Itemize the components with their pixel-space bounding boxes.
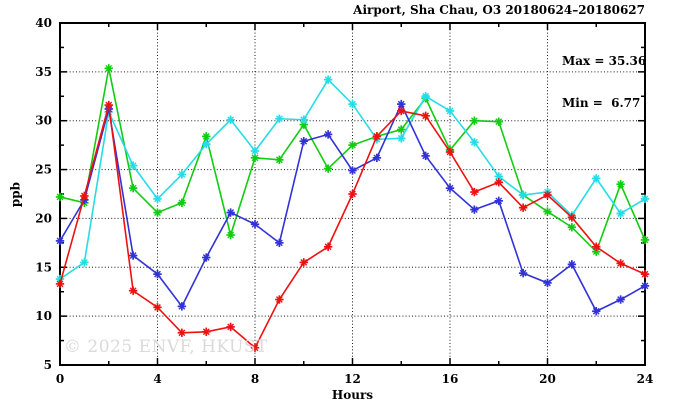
y-axis-label: ppb xyxy=(8,181,23,208)
y-tick-label: 35 xyxy=(35,65,52,79)
x-tick-label: 0 xyxy=(56,372,64,386)
series-red xyxy=(55,100,650,352)
series-green xyxy=(55,64,650,256)
y-tick-label: 40 xyxy=(35,16,52,30)
stats-box: Max = 35.36 Min = 6.77 xyxy=(562,26,646,138)
x-tick-label: 16 xyxy=(442,372,459,386)
y-tick-label: 20 xyxy=(35,211,52,225)
series-cyan xyxy=(55,75,650,284)
watermark: © 2025 ENVF, HKUST xyxy=(64,337,268,357)
x-tick-label: 20 xyxy=(539,372,556,386)
x-axis-label: Hours xyxy=(331,388,374,402)
chart-title: Airport, Sha Chau, O3 20180624–20180627 xyxy=(353,3,645,17)
y-tick-label: 10 xyxy=(35,309,52,323)
x-tick-label: 12 xyxy=(344,372,361,386)
y-tick-label: 25 xyxy=(35,163,52,177)
y-tick-label: 15 xyxy=(35,260,52,274)
x-tick-label: 24 xyxy=(637,372,654,386)
y-tick-label: 30 xyxy=(35,114,52,128)
y-tick-label: 5 xyxy=(44,358,52,372)
x-tick-label: 8 xyxy=(251,372,259,386)
stat-max: Max = 35.36 xyxy=(562,54,647,68)
stat-min: Min = 6.77 xyxy=(562,96,641,110)
series-blue xyxy=(55,99,650,316)
x-tick-label: 4 xyxy=(153,372,161,386)
